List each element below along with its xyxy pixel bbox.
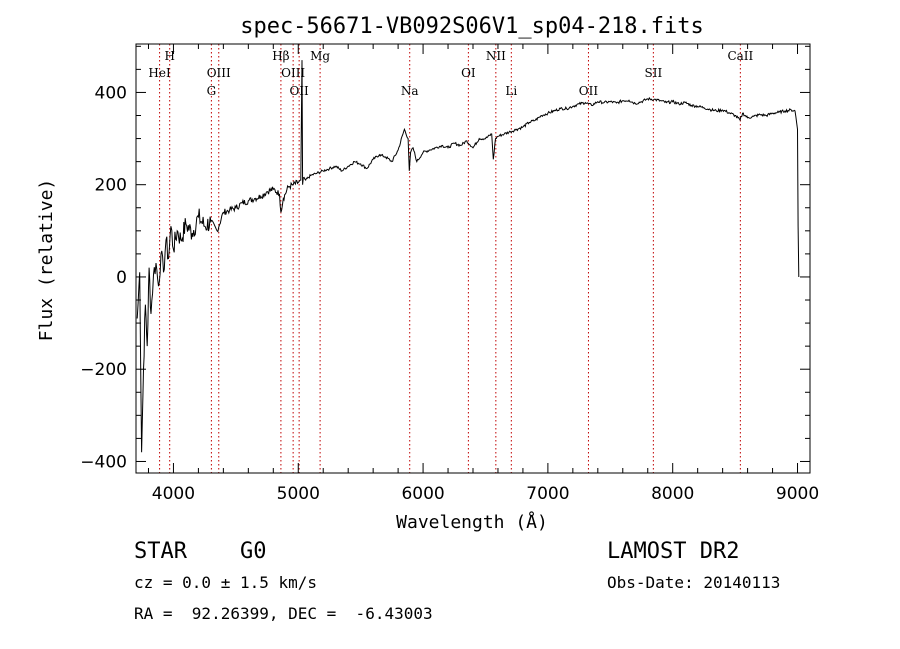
coordinates-text: RA = 92.26399, DEC = -6.43003 [134, 604, 433, 623]
chart-title: spec-56671-VB092S06V1_sp04-218.fits [240, 14, 704, 39]
x-tick-label: 6000 [401, 484, 444, 504]
y-tick-label: −400 [80, 452, 127, 472]
x-axis-label: Wavelength (Å) [396, 511, 548, 533]
marker-label: OI [461, 66, 476, 80]
spectrum-series [136, 60, 800, 453]
spectrum-line [136, 60, 800, 453]
marker-label: CaII [727, 49, 753, 63]
plot-frame [135, 43, 811, 474]
y-tick-label: 200 [95, 176, 127, 196]
x-tick-label: 5000 [277, 484, 320, 504]
x-tick-labels: 4000 5000 6000 7000 8000 9000 [152, 484, 819, 504]
obs-date-text: Obs-Date: 20140113 [607, 573, 781, 592]
marker-label: OIII [207, 66, 231, 80]
marker-label: SII [645, 66, 663, 80]
marker-label: OII [579, 84, 599, 98]
redshift-text: cz = 0.0 ± 1.5 km/s [134, 573, 318, 592]
x-tick-label: 7000 [526, 484, 569, 504]
x-tick-label: 9000 [776, 484, 819, 504]
marker-label: Li [505, 84, 517, 98]
marker-label: Na [401, 84, 419, 98]
x-tick-label: 4000 [152, 484, 195, 504]
x-tick-label: 8000 [651, 484, 694, 504]
marker-label: Hβ [272, 49, 289, 63]
star-class: STAR G0 [134, 539, 267, 564]
y-tick-label: 400 [95, 83, 127, 103]
marker-label: H [164, 49, 174, 63]
marker-label: HeI [148, 66, 171, 80]
marker-label: Mg [310, 49, 330, 63]
axis-ticks [136, 44, 810, 473]
marker-label: NII [486, 49, 506, 63]
y-tick-label: 0 [116, 268, 127, 288]
y-tick-label: −200 [80, 360, 127, 380]
marker-label: G [207, 84, 217, 98]
y-axis-label: Flux (relative) [36, 179, 57, 342]
survey-name: LAMOST DR2 [607, 539, 740, 564]
marker-label: OII [289, 84, 309, 98]
y-tick-labels: −400 −200 0 200 400 [80, 83, 127, 472]
